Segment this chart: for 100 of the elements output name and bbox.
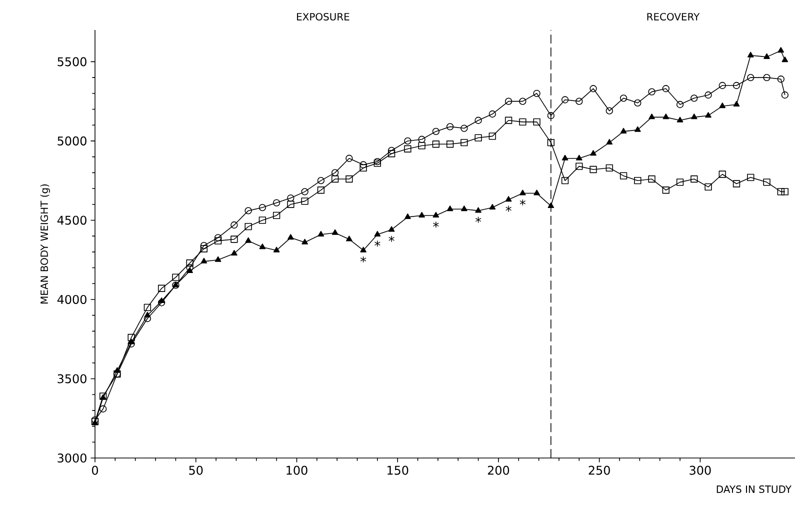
point [404,213,411,220]
point [690,175,698,183]
point [534,190,540,196]
x-tick-label: 0 [92,466,98,475]
point [704,183,712,191]
point [230,221,238,229]
text: RECOVERY [647,12,700,20]
point [606,107,614,114]
point [418,142,426,150]
point [317,186,325,194]
point [460,124,468,132]
point [374,160,382,167]
point [504,98,512,105]
point [404,137,412,145]
point [634,177,642,184]
point [128,334,135,342]
annotation: * [433,222,439,228]
point [360,246,366,252]
annotation: * [374,240,380,247]
point [474,116,482,124]
x-tick-label: 250 [588,466,610,475]
point [461,206,468,212]
point [561,177,569,184]
point [732,180,740,188]
y-tick-label: 4000 [57,294,86,304]
annotation: * [520,199,526,206]
point [244,207,252,214]
point [690,94,698,102]
annotation: * [475,216,482,223]
x-tick-label: 200 [488,466,510,475]
point [418,136,426,143]
point [676,178,684,186]
point [662,85,670,92]
point [705,112,712,118]
point [214,237,222,244]
annotation: * [506,206,512,212]
point [432,140,440,148]
x-tick-label: 300 [690,466,711,475]
point [144,312,151,318]
point [287,200,294,208]
point [519,98,526,105]
x-axis-title: DAYS IN STUDY [716,485,792,493]
point [488,110,496,118]
point [606,164,614,172]
point [186,259,194,267]
point [690,114,698,120]
x-tick-label: 150 [388,466,408,475]
point [318,230,324,236]
y-tick-label: 3500 [58,374,86,384]
y-tick-label: 5500 [58,57,86,66]
x-tick-label: 50 [189,466,203,475]
point [317,177,325,184]
point [764,53,770,59]
point [648,88,656,96]
point [186,267,193,273]
point [158,284,166,292]
point [245,237,252,243]
point [301,188,308,196]
point [606,138,613,145]
point [404,145,412,152]
point [432,212,440,218]
point [128,338,134,344]
point [301,198,308,205]
point [718,82,726,90]
point [489,204,496,210]
point [519,118,526,126]
point [719,102,726,108]
point [200,242,208,250]
point [620,172,628,180]
point [732,82,740,90]
point [662,186,670,194]
point [288,234,294,240]
point [763,74,770,82]
point [360,164,367,172]
point [561,96,569,104]
point [718,170,726,178]
point [331,175,339,183]
point [562,154,568,160]
point [648,114,655,120]
point [590,85,597,92]
point [520,190,526,196]
point [547,138,554,146]
point [782,56,788,62]
point [446,206,454,212]
point [231,250,238,256]
point [504,116,512,124]
point [388,146,396,154]
point [533,118,540,126]
x-tick-label: 100 [286,466,308,475]
point [346,175,353,183]
point [244,222,252,230]
point [475,207,482,213]
point [488,132,496,140]
point [259,244,266,250]
point [620,128,627,134]
point [258,204,266,212]
point [576,162,583,170]
point [533,90,540,97]
point [590,150,596,156]
point [346,236,352,242]
